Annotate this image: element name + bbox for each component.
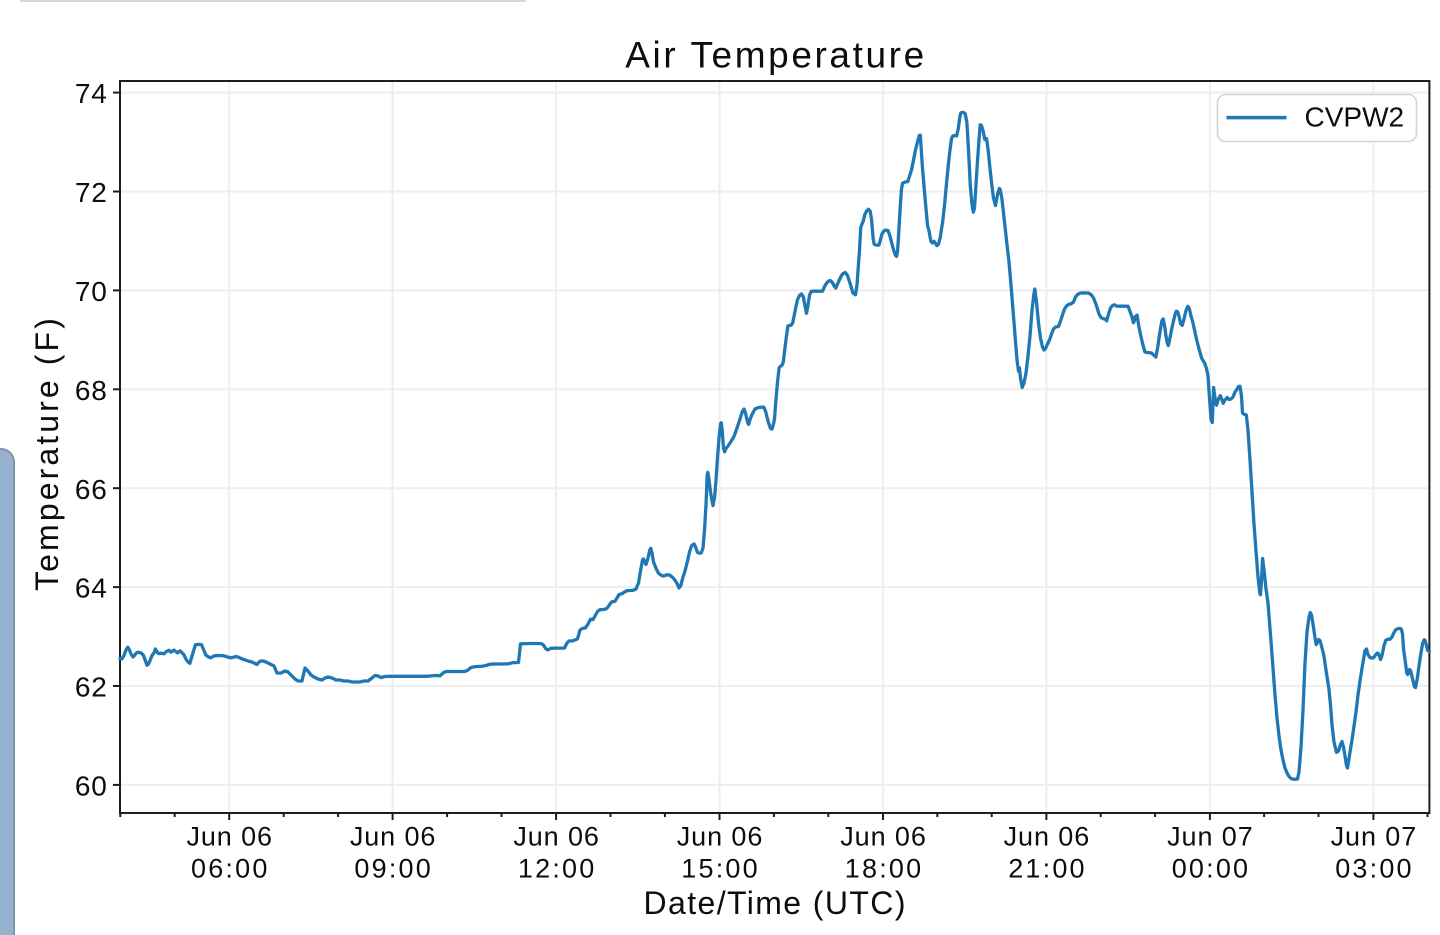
svg-text:Temperature (F): Temperature (F) <box>29 315 65 591</box>
svg-text:Jun 06: Jun 06 <box>1004 822 1090 852</box>
svg-text:72: 72 <box>75 177 108 208</box>
svg-text:18:00: 18:00 <box>845 854 924 884</box>
svg-text:Jun 06: Jun 06 <box>350 822 436 852</box>
svg-text:Jun 06: Jun 06 <box>677 822 763 852</box>
svg-text:Jun 07: Jun 07 <box>1167 822 1253 852</box>
svg-text:15:00: 15:00 <box>681 854 760 884</box>
svg-text:70: 70 <box>75 276 108 307</box>
svg-text:03:00: 03:00 <box>1335 854 1414 884</box>
svg-text:06:00: 06:00 <box>191 854 270 884</box>
svg-text:68: 68 <box>75 375 108 406</box>
svg-text:Date/Time (UTC): Date/Time (UTC) <box>644 885 907 921</box>
svg-text:Jun 07: Jun 07 <box>1331 822 1417 852</box>
svg-text:12:00: 12:00 <box>518 854 597 884</box>
svg-text:Air Temperature: Air Temperature <box>625 35 927 76</box>
svg-text:21:00: 21:00 <box>1008 854 1087 884</box>
svg-text:09:00: 09:00 <box>354 854 433 884</box>
svg-text:Jun 06: Jun 06 <box>513 822 599 852</box>
svg-text:60: 60 <box>75 771 108 802</box>
svg-text:64: 64 <box>75 573 108 604</box>
svg-text:CVPW2: CVPW2 <box>1305 102 1405 133</box>
svg-text:Jun 06: Jun 06 <box>840 822 926 852</box>
svg-text:66: 66 <box>75 474 108 505</box>
svg-text:62: 62 <box>75 672 108 703</box>
svg-text:00:00: 00:00 <box>1172 854 1251 884</box>
svg-text:74: 74 <box>75 78 108 109</box>
svg-text:Jun 06: Jun 06 <box>186 822 272 852</box>
